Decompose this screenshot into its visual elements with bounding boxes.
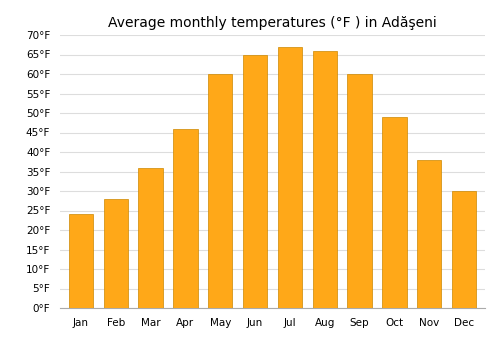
Bar	[452, 191, 476, 308]
Bar	[312, 51, 337, 308]
Title: Average monthly temperatures (°F ) in Adăşeni: Average monthly temperatures (°F ) in Ad…	[108, 16, 437, 30]
Bar	[278, 47, 302, 308]
Bar	[348, 74, 372, 308]
Bar	[417, 160, 442, 308]
Bar	[382, 117, 406, 308]
Bar	[68, 215, 93, 308]
Bar	[208, 74, 233, 308]
Bar	[173, 128, 198, 308]
Bar	[138, 168, 163, 308]
Bar	[243, 55, 268, 308]
Bar	[104, 199, 128, 308]
